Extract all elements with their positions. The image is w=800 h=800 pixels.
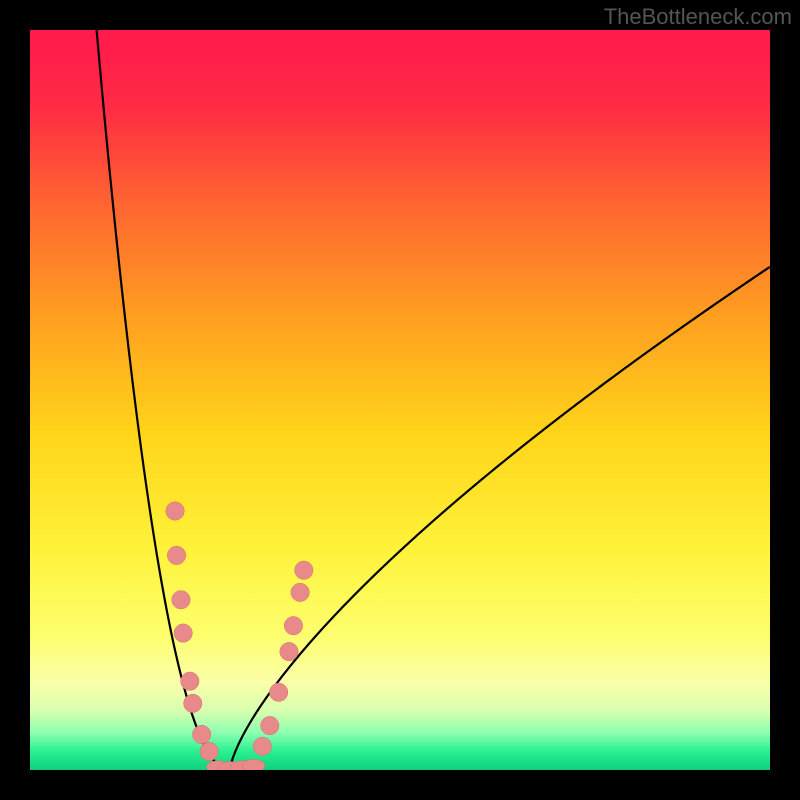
data-marker [167, 546, 185, 564]
data-marker [181, 672, 199, 690]
data-marker [280, 642, 298, 660]
data-marker [261, 716, 279, 734]
data-marker [291, 583, 309, 601]
data-marker [184, 694, 202, 712]
chart-frame: TheBottleneck.com [0, 0, 800, 800]
watermark-text: TheBottleneck.com [604, 4, 792, 30]
data-marker [269, 683, 287, 701]
data-marker [192, 725, 210, 743]
data-marker [200, 742, 218, 760]
chart-background [30, 30, 770, 770]
data-marker [166, 502, 184, 520]
data-marker [174, 624, 192, 642]
data-marker [253, 737, 271, 755]
bottleneck-curve-chart [30, 30, 770, 770]
data-marker [284, 617, 302, 635]
data-marker [295, 561, 313, 579]
data-marker [242, 759, 265, 770]
data-marker [172, 591, 190, 609]
